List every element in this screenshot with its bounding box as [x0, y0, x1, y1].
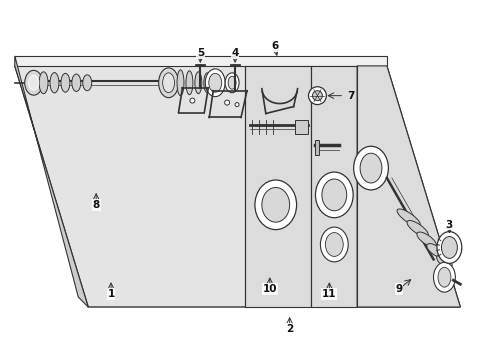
- Ellipse shape: [228, 76, 236, 89]
- Ellipse shape: [254, 180, 296, 230]
- Polygon shape: [294, 121, 307, 134]
- Ellipse shape: [72, 74, 81, 91]
- Ellipse shape: [262, 188, 289, 222]
- Ellipse shape: [50, 73, 59, 93]
- Text: 5: 5: [196, 48, 203, 58]
- Text: 4: 4: [231, 48, 238, 58]
- Text: 3: 3: [445, 220, 452, 230]
- Text: 9: 9: [394, 284, 402, 294]
- Polygon shape: [244, 66, 311, 307]
- Ellipse shape: [312, 91, 322, 100]
- Ellipse shape: [406, 220, 427, 237]
- Ellipse shape: [320, 227, 347, 262]
- Ellipse shape: [203, 73, 210, 93]
- Ellipse shape: [224, 73, 239, 93]
- Polygon shape: [15, 56, 386, 66]
- Ellipse shape: [437, 267, 450, 287]
- Polygon shape: [15, 56, 88, 307]
- Polygon shape: [315, 140, 319, 155]
- Ellipse shape: [25, 70, 42, 95]
- Text: 8: 8: [92, 200, 100, 210]
- Text: 7: 7: [347, 91, 354, 101]
- Text: 11: 11: [322, 289, 336, 299]
- Ellipse shape: [396, 209, 420, 226]
- Ellipse shape: [436, 231, 461, 264]
- Ellipse shape: [29, 75, 39, 90]
- Ellipse shape: [195, 72, 202, 94]
- Ellipse shape: [353, 146, 387, 190]
- Ellipse shape: [321, 179, 346, 211]
- Ellipse shape: [185, 71, 192, 95]
- Text: 1: 1: [107, 289, 114, 299]
- Ellipse shape: [436, 255, 451, 268]
- Ellipse shape: [208, 73, 221, 92]
- Ellipse shape: [359, 153, 381, 183]
- Ellipse shape: [315, 172, 352, 218]
- Ellipse shape: [308, 87, 325, 105]
- Ellipse shape: [82, 75, 92, 91]
- Ellipse shape: [441, 237, 456, 258]
- Ellipse shape: [433, 262, 454, 292]
- Ellipse shape: [325, 233, 343, 256]
- Ellipse shape: [205, 69, 224, 96]
- Polygon shape: [356, 66, 459, 307]
- Text: 2: 2: [285, 324, 293, 334]
- Ellipse shape: [235, 103, 239, 107]
- Ellipse shape: [426, 244, 443, 257]
- Ellipse shape: [61, 73, 70, 92]
- Polygon shape: [311, 66, 356, 307]
- Ellipse shape: [158, 68, 178, 98]
- Ellipse shape: [39, 72, 48, 94]
- Ellipse shape: [177, 70, 183, 96]
- Ellipse shape: [416, 232, 435, 247]
- Text: 10: 10: [262, 284, 277, 294]
- Ellipse shape: [163, 73, 174, 93]
- Ellipse shape: [189, 98, 195, 103]
- Text: 6: 6: [270, 41, 278, 51]
- Ellipse shape: [224, 100, 229, 105]
- Polygon shape: [15, 66, 459, 307]
